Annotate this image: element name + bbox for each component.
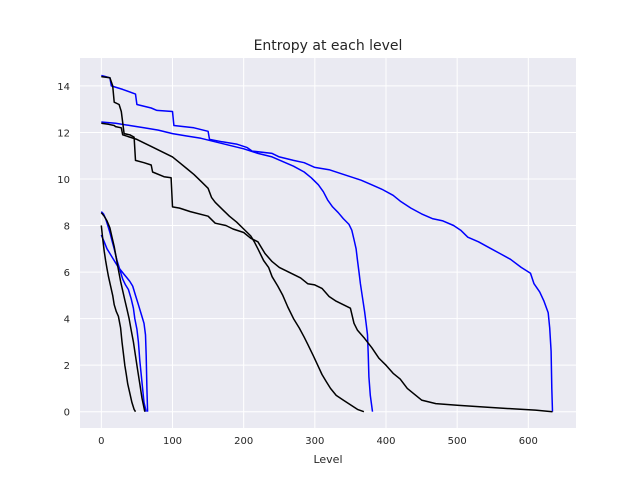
- x-tick-label: 600: [519, 436, 538, 447]
- series-line-2-blue: [101, 121, 374, 412]
- chart-title: Entropy at each level: [254, 38, 403, 54]
- series-line-7-black: [100, 212, 146, 412]
- series-line-4-black: [101, 75, 553, 413]
- y-tick-label: 14: [57, 82, 70, 93]
- series-group: [100, 74, 554, 413]
- y-tick-label: 4: [64, 315, 70, 326]
- x-tick-label: 100: [163, 436, 182, 447]
- x-tick-label: 200: [234, 436, 253, 447]
- series-line-8-black: [100, 225, 137, 413]
- x-axis-label: Level: [313, 453, 342, 466]
- y-tick-label: 6: [64, 268, 70, 279]
- y-tick-label: 12: [57, 128, 70, 139]
- series-line-1-blue: [101, 74, 554, 412]
- grid-lines: [80, 58, 576, 428]
- y-tick-label: 0: [64, 408, 70, 419]
- y-tick-label: 2: [64, 361, 70, 372]
- x-tick-labels: 0 100 200 300 400 500 600: [98, 436, 538, 447]
- x-tick-label: 500: [448, 436, 467, 447]
- series-line-3-black: [101, 122, 365, 413]
- x-tick-label: 400: [376, 436, 395, 447]
- y-tick-label: 8: [64, 222, 70, 233]
- series-line-5-blue: [100, 211, 147, 412]
- series-line-6-blue: [100, 234, 149, 412]
- x-tick-label: 300: [305, 436, 324, 447]
- y-tick-labels: 0 2 4 6 8 10 12 14: [57, 82, 70, 419]
- y-tick-label: 10: [57, 175, 70, 186]
- plot-background: [80, 58, 576, 428]
- x-tick-label: 0: [98, 436, 104, 447]
